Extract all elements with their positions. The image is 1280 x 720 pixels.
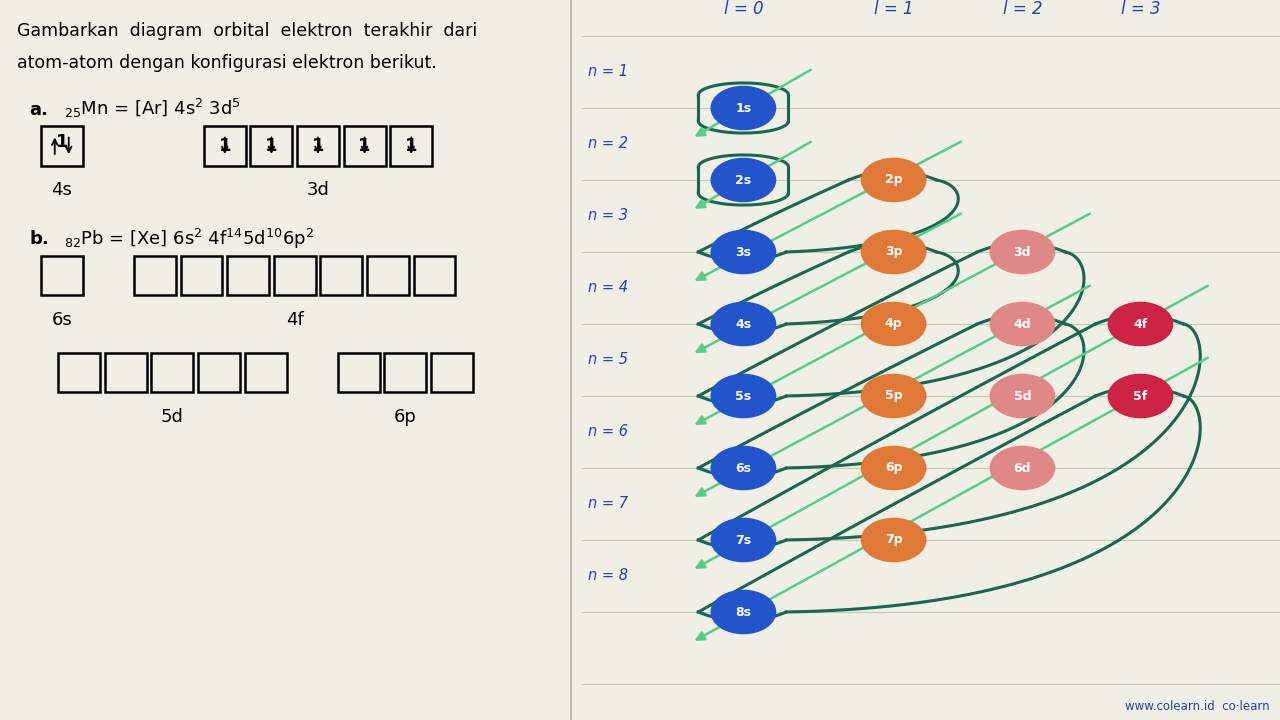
Circle shape (712, 374, 776, 418)
Bar (59, 353, 100, 392)
Text: 5s: 5s (735, 390, 751, 402)
Circle shape (712, 446, 776, 490)
Bar (41, 126, 83, 166)
Text: Gambarkan  diagram  orbital  elektron  terakhir  dari: Gambarkan diagram orbital elektron terak… (18, 22, 477, 40)
Bar (134, 256, 175, 295)
Text: 5d: 5d (161, 408, 184, 426)
Text: a.: a. (29, 101, 47, 119)
Circle shape (1108, 374, 1172, 418)
Text: 1: 1 (358, 137, 371, 155)
Text: 3d: 3d (306, 181, 329, 199)
Text: 1s: 1s (735, 102, 751, 114)
Text: l = 0: l = 0 (723, 0, 763, 18)
Bar (204, 126, 246, 166)
Text: 2s: 2s (735, 174, 751, 186)
Bar (151, 353, 193, 392)
Text: 5p: 5p (884, 390, 902, 402)
Circle shape (861, 446, 925, 490)
Text: 7s: 7s (735, 534, 751, 546)
Bar (367, 256, 408, 295)
Text: 6s: 6s (736, 462, 751, 474)
Text: 6s: 6s (51, 311, 72, 329)
Circle shape (1108, 302, 1172, 346)
Text: n = 7: n = 7 (588, 497, 627, 511)
Circle shape (712, 302, 776, 346)
Bar (390, 126, 433, 166)
Text: l = 1: l = 1 (874, 0, 914, 18)
Bar (251, 126, 292, 166)
Text: n = 1: n = 1 (588, 65, 627, 79)
Text: 3p: 3p (884, 246, 902, 258)
Bar (343, 126, 385, 166)
Bar (227, 256, 269, 295)
Bar (338, 353, 380, 392)
Circle shape (991, 446, 1055, 490)
Bar (244, 353, 287, 392)
Text: 4p: 4p (884, 318, 902, 330)
Circle shape (991, 302, 1055, 346)
Text: 3d: 3d (1014, 246, 1032, 258)
Circle shape (861, 158, 925, 202)
Text: 8s: 8s (736, 606, 751, 618)
Text: l = 2: l = 2 (1002, 0, 1042, 18)
Text: $_{82}$Pb = [Xe] 6s$^{2}$ 4f$^{14}$5d$^{10}$6p$^{2}$: $_{82}$Pb = [Xe] 6s$^{2}$ 4f$^{14}$5d$^{… (64, 227, 314, 251)
Text: n = 6: n = 6 (588, 425, 627, 439)
Text: www.colearn.id  co·learn: www.colearn.id co·learn (1125, 700, 1270, 713)
Text: b.: b. (29, 230, 49, 248)
Circle shape (861, 302, 925, 346)
Text: 6p: 6p (884, 462, 902, 474)
Text: n = 5: n = 5 (588, 353, 627, 367)
Circle shape (712, 590, 776, 634)
Bar (320, 256, 362, 295)
Text: 6d: 6d (1014, 462, 1032, 474)
Circle shape (712, 86, 776, 130)
Text: 1: 1 (219, 137, 232, 155)
Text: n = 4: n = 4 (588, 281, 627, 295)
Text: 4f: 4f (285, 311, 303, 329)
Text: l = 3: l = 3 (1121, 0, 1160, 18)
Text: n = 3: n = 3 (588, 209, 627, 223)
Text: 3s: 3s (736, 246, 751, 258)
Circle shape (712, 518, 776, 562)
Text: 7p: 7p (884, 534, 902, 546)
Text: n = 2: n = 2 (588, 137, 627, 151)
Bar (105, 353, 147, 392)
Bar (384, 353, 426, 392)
Text: 1: 1 (312, 137, 324, 155)
Bar (431, 353, 472, 392)
Circle shape (712, 230, 776, 274)
Text: 4s: 4s (735, 318, 751, 330)
Bar (180, 256, 223, 295)
Text: 4f: 4f (1133, 318, 1148, 330)
Text: $_{25}$Mn = [Ar] 4s$^{2}$ 3d$^{5}$: $_{25}$Mn = [Ar] 4s$^{2}$ 3d$^{5}$ (64, 97, 241, 120)
Circle shape (991, 230, 1055, 274)
Text: 4s: 4s (51, 181, 72, 199)
Text: 1: 1 (55, 133, 68, 151)
Text: 1: 1 (265, 137, 278, 155)
Text: 5f: 5f (1133, 390, 1148, 402)
Circle shape (861, 374, 925, 418)
Bar (413, 256, 456, 295)
Text: 6p: 6p (394, 408, 417, 426)
Circle shape (861, 230, 925, 274)
Bar (297, 126, 339, 166)
Text: atom-atom dengan konfigurasi elektron berikut.: atom-atom dengan konfigurasi elektron be… (18, 54, 438, 72)
Circle shape (861, 518, 925, 562)
Bar (198, 353, 239, 392)
Bar (274, 256, 316, 295)
Text: 4d: 4d (1014, 318, 1032, 330)
Text: 1: 1 (404, 137, 417, 155)
Circle shape (991, 374, 1055, 418)
Text: 5d: 5d (1014, 390, 1032, 402)
Text: 2p: 2p (884, 174, 902, 186)
Text: n = 8: n = 8 (588, 569, 627, 583)
Bar (41, 256, 83, 295)
Circle shape (712, 158, 776, 202)
